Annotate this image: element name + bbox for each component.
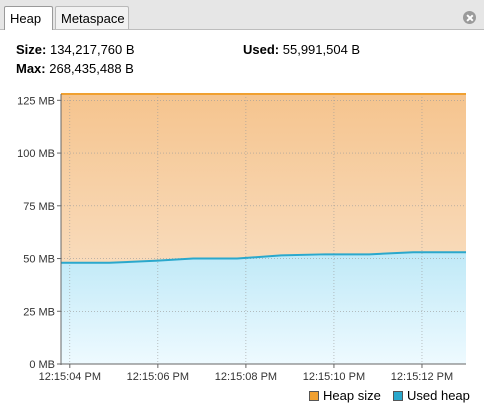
x-tick-label: 12:15:12 PM [391, 371, 453, 383]
tab-heap[interactable]: Heap [4, 6, 53, 30]
used-label: Used: [243, 42, 280, 57]
max-label: Max: [16, 61, 46, 76]
y-tick-label: 125 MB [17, 95, 55, 107]
used-stat: Used: 55,991,504 B [243, 42, 360, 57]
tab-strip: Heap Metaspace [0, 0, 484, 30]
heap-size-swatch [309, 391, 319, 401]
y-tick-label: 100 MB [17, 148, 55, 160]
x-tick-label: 12:15:08 PM [215, 371, 277, 383]
x-tick-label: 12:15:04 PM [39, 371, 101, 383]
close-icon[interactable] [463, 11, 476, 24]
size-value: 134,217,760 B [49, 42, 135, 57]
legend-heap-size: Heap size [309, 388, 381, 403]
tab-metaspace[interactable]: Metaspace [55, 6, 129, 29]
used-value: 55,991,504 B [282, 42, 361, 57]
max-stat: Max: 268,435,488 B [16, 61, 134, 76]
y-tick-label: 0 MB [29, 359, 55, 371]
size-label: Size: [16, 42, 47, 57]
legend-heap-size-label: Heap size [323, 388, 381, 403]
y-tick-label: 50 MB [23, 254, 55, 266]
plot-area: 0 MB 25 MB 50 MB 75 MB 100 MB 125 MB 12:15:04 … [17, 93, 466, 383]
legend-used-heap: Used heap [393, 388, 470, 403]
x-tick-label: 12:15:06 PM [127, 371, 189, 383]
used-heap-area [61, 252, 466, 364]
max-value: 268,435,488 B [49, 61, 134, 76]
x-tick-label: 12:15:10 PM [303, 371, 365, 383]
legend-used-heap-label: Used heap [407, 388, 470, 403]
used-heap-swatch [393, 391, 403, 401]
used-heap-line [61, 251, 466, 264]
heap-chart: 0 MB 25 MB 50 MB 75 MB 100 MB 125 MB 12:15:04 … [17, 93, 466, 383]
y-tick-label: 75 MB [23, 201, 55, 213]
y-tick-label: 25 MB [23, 306, 55, 318]
size-stat: Size: 134,217,760 B [16, 42, 135, 57]
